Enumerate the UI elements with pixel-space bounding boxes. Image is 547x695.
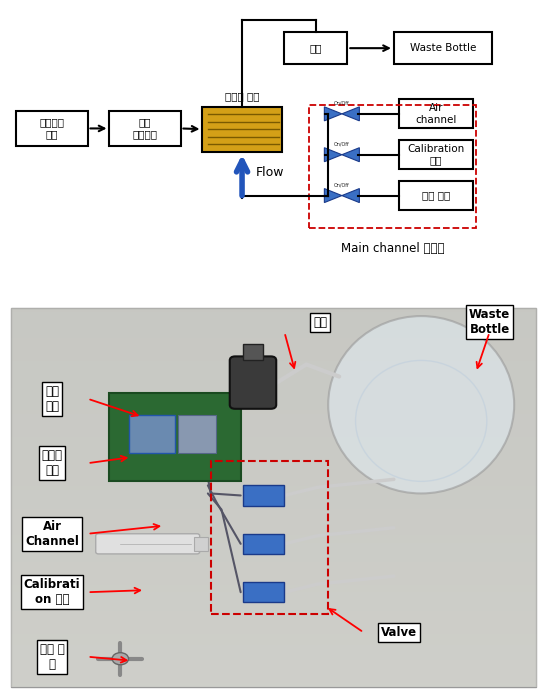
Text: 센서
측정보드: 센서 측정보드 bbox=[132, 117, 158, 139]
Polygon shape bbox=[342, 188, 359, 202]
Text: 펌프: 펌프 bbox=[310, 43, 322, 53]
Text: Valve: Valve bbox=[381, 626, 417, 639]
Text: Calibration
용액: Calibration 용액 bbox=[408, 144, 465, 165]
Ellipse shape bbox=[112, 653, 129, 664]
Ellipse shape bbox=[328, 316, 514, 493]
Text: 센서
보드: 센서 보드 bbox=[45, 385, 59, 413]
Text: 펌프: 펌프 bbox=[313, 316, 327, 329]
Text: 측정 용
액: 측정 용 액 bbox=[39, 643, 65, 671]
Text: On/Off: On/Off bbox=[334, 101, 350, 106]
FancyBboxPatch shape bbox=[129, 415, 175, 453]
Text: 측정 용액: 측정 용액 bbox=[422, 190, 450, 201]
Polygon shape bbox=[324, 107, 342, 121]
Text: 모니터링
장치: 모니터링 장치 bbox=[39, 117, 65, 139]
Polygon shape bbox=[342, 107, 359, 121]
Text: Main channel 연결부: Main channel 연결부 bbox=[341, 243, 444, 255]
Polygon shape bbox=[324, 188, 342, 202]
FancyBboxPatch shape bbox=[109, 393, 241, 482]
FancyBboxPatch shape bbox=[399, 99, 473, 129]
Text: 전해질
센서: 전해질 센서 bbox=[42, 449, 62, 477]
Text: On/Off: On/Off bbox=[334, 182, 350, 187]
FancyBboxPatch shape bbox=[230, 357, 276, 409]
FancyBboxPatch shape bbox=[399, 181, 473, 210]
FancyBboxPatch shape bbox=[202, 106, 282, 152]
FancyBboxPatch shape bbox=[96, 534, 200, 554]
FancyBboxPatch shape bbox=[109, 111, 181, 146]
Text: Waste
Bottle: Waste Bottle bbox=[469, 308, 510, 336]
FancyBboxPatch shape bbox=[243, 485, 284, 505]
Text: Calibrati
on 용액: Calibrati on 용액 bbox=[24, 578, 80, 606]
FancyBboxPatch shape bbox=[284, 32, 347, 64]
Polygon shape bbox=[342, 148, 359, 162]
FancyBboxPatch shape bbox=[178, 415, 216, 453]
FancyBboxPatch shape bbox=[16, 111, 88, 146]
FancyBboxPatch shape bbox=[243, 534, 284, 554]
FancyBboxPatch shape bbox=[11, 308, 536, 687]
FancyBboxPatch shape bbox=[399, 140, 473, 170]
Text: Flow: Flow bbox=[256, 165, 284, 179]
Text: On/Off: On/Off bbox=[334, 141, 350, 147]
FancyBboxPatch shape bbox=[243, 344, 263, 361]
Polygon shape bbox=[324, 148, 342, 162]
FancyBboxPatch shape bbox=[394, 32, 492, 64]
Text: Waste Bottle: Waste Bottle bbox=[410, 43, 476, 53]
Text: 전해질 센서: 전해질 센서 bbox=[225, 91, 259, 101]
FancyBboxPatch shape bbox=[243, 582, 284, 603]
Text: Air
Channel: Air Channel bbox=[25, 520, 79, 548]
Text: Air
channel: Air channel bbox=[416, 103, 457, 124]
FancyBboxPatch shape bbox=[194, 537, 208, 550]
